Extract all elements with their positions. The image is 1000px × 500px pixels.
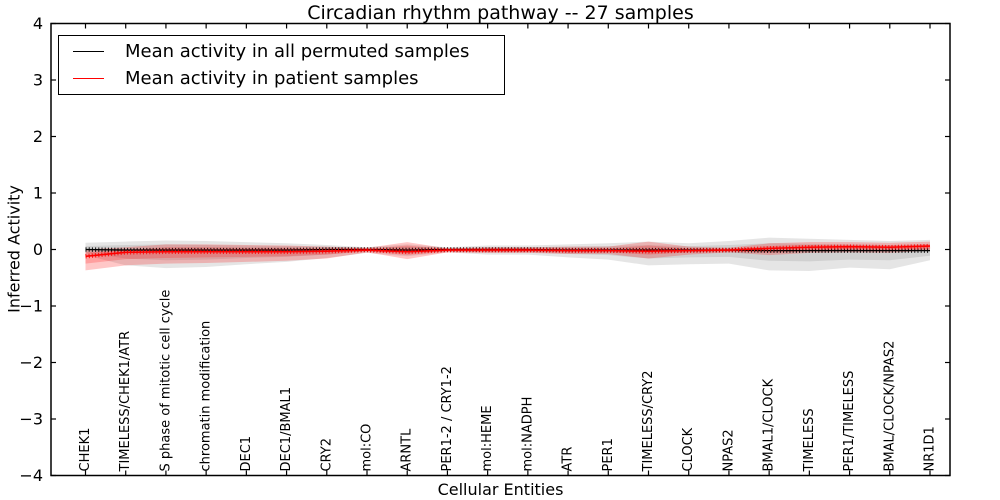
band-permuted-outer — [85, 237, 930, 271]
band-permuted-inner — [85, 243, 930, 262]
x-category-label: chromatin modification — [199, 321, 214, 472]
y-tick-label: 4 — [33, 14, 43, 33]
y-tick-label: −4 — [19, 466, 43, 485]
x-category-label: DEC1 — [239, 436, 254, 472]
y-tick-label: −3 — [19, 410, 43, 429]
legend-line-sample-permuted — [73, 51, 104, 52]
x-category-label: PER1/TIMELESS — [842, 371, 857, 472]
legend-label-permuted: Mean activity in all permuted samples — [125, 41, 470, 62]
chart-title: Circadian rhythm pathway -- 27 samples — [307, 2, 694, 24]
x-category-label: TIMELESS/CHEK1/ATR — [118, 331, 133, 473]
legend-label-patient: Mean activity in patient samples — [125, 68, 419, 89]
legend: Mean activity in all permuted samples Me… — [58, 35, 505, 95]
y-tick-label: −1 — [19, 297, 43, 316]
x-category-label: mol:HEME — [480, 405, 495, 471]
x-category-label: PER1 — [601, 438, 616, 471]
x-category-label: ARNTL — [400, 428, 415, 472]
y-tick-label: −2 — [19, 353, 43, 372]
x-category-label: BMAL/CLOCK/NPAS2 — [882, 341, 897, 472]
legend-line-sample-patient — [73, 78, 104, 79]
y-tick-label: 2 — [33, 127, 43, 146]
y-tick-label: 1 — [33, 184, 43, 203]
x-category-label: PER1-2 / CRY1-2 — [440, 366, 455, 471]
x-category-label: CRY2 — [319, 438, 334, 472]
x-category-label: S phase of mitotic cell cycle — [158, 290, 173, 472]
x-category-label: CLOCK — [681, 427, 696, 471]
y-tick-label: 0 — [33, 240, 43, 259]
x-axis-label: Cellular Entities — [437, 480, 564, 499]
x-category-label: BMAL1/CLOCK — [762, 378, 777, 471]
x-category-label: NPAS2 — [721, 429, 736, 471]
x-category-label: mol:NADPH — [520, 397, 535, 472]
y-tick-label: 3 — [33, 71, 43, 90]
x-category-label: mol:CO — [360, 424, 375, 472]
x-category-label: ATR — [561, 447, 576, 472]
x-category-label: TIMELESS — [802, 408, 817, 472]
x-category-label: DEC1/BMAL1 — [279, 387, 294, 472]
x-category-label: NR1D1 — [923, 426, 938, 471]
legend-entry-patient: Mean activity in patient samples — [73, 68, 504, 89]
legend-entry-permuted: Mean activity in all permuted samples — [73, 41, 504, 62]
x-category-label: CHEK1 — [78, 428, 93, 472]
mean-line-patient-markers — [85, 243, 931, 259]
x-category-label: TIMELESS/CRY2 — [641, 370, 656, 472]
